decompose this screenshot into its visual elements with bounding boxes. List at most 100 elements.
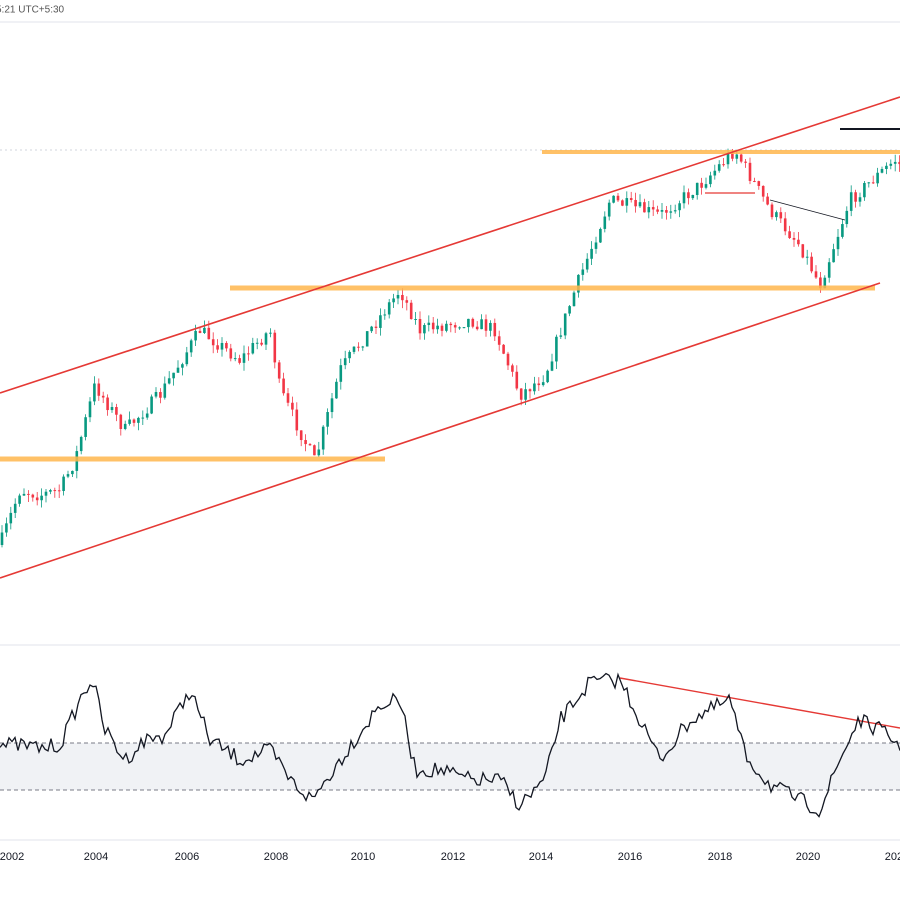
candle-body: [581, 269, 585, 275]
candle-body: [550, 361, 554, 371]
candle-body: [678, 203, 681, 211]
candle-body: [634, 199, 637, 207]
x-tick-label: 2022: [885, 851, 900, 863]
rsi-band: [0, 743, 900, 790]
candle-body: [53, 490, 57, 492]
candle-body: [396, 294, 400, 299]
candle-body: [216, 345, 219, 350]
candle-body: [832, 249, 835, 263]
channel-lower: [0, 282, 881, 579]
candle-body: [176, 367, 180, 373]
candle-body: [291, 402, 294, 410]
candle-body: [365, 331, 369, 347]
candle-body: [726, 153, 730, 165]
candle-body: [541, 382, 545, 386]
candle-body: [753, 180, 756, 182]
candle-body: [827, 262, 831, 278]
candle-body: [233, 358, 237, 360]
candle-body: [656, 209, 659, 212]
candle-body: [449, 323, 453, 326]
candle-body: [225, 342, 228, 349]
candle-body: [599, 228, 602, 243]
candle-body: [665, 210, 668, 213]
candle-body: [238, 358, 241, 363]
candle-body: [722, 164, 725, 166]
timestamp: 5:21 UTC+5:30: [0, 5, 65, 16]
candle-body: [819, 277, 822, 289]
candle-body: [330, 398, 334, 413]
candle-body: [524, 389, 527, 400]
rsi-line: [0, 672, 900, 818]
candle-body: [321, 426, 325, 450]
candle-body: [898, 161, 900, 165]
candle-body: [568, 306, 571, 314]
candle-body: [805, 256, 809, 258]
candle-body: [682, 192, 686, 204]
candle-body: [511, 365, 514, 372]
candle-body: [110, 407, 114, 411]
candle-body: [854, 192, 857, 202]
candle-body: [203, 327, 206, 333]
candle-body: [757, 181, 761, 186]
candle-body: [735, 154, 739, 159]
candle-body: [797, 239, 800, 245]
candle-body: [401, 294, 404, 301]
candle-body: [502, 344, 505, 354]
candle-body: [858, 197, 862, 202]
candle-body: [242, 353, 246, 363]
candle-body: [453, 325, 457, 328]
candle-body: [775, 212, 778, 218]
candle-body: [145, 413, 149, 418]
candle-body: [269, 332, 272, 334]
candle-body: [506, 353, 510, 366]
rsi-trend-line: [619, 677, 900, 729]
candle-body: [132, 419, 136, 423]
candle-body: [159, 392, 162, 398]
candle-body: [836, 236, 840, 250]
x-tick-label: 2014: [529, 851, 553, 863]
candle-body: [9, 512, 13, 524]
candle-body: [62, 476, 65, 492]
candle-body: [849, 192, 853, 211]
candle-body: [387, 302, 391, 315]
candle-body: [889, 163, 893, 166]
candle-body: [577, 274, 580, 293]
x-tick-label: 2010: [351, 851, 375, 863]
candle-body: [282, 378, 285, 394]
candle-body: [194, 330, 197, 341]
candle-body: [893, 161, 897, 164]
candle-body: [308, 444, 312, 446]
candle-body: [255, 342, 259, 344]
candle-body: [709, 175, 712, 185]
candle-body: [154, 392, 158, 397]
candle-body: [66, 474, 70, 477]
candle-body: [669, 211, 673, 213]
candle-body: [660, 210, 664, 212]
candle-body: [638, 202, 642, 207]
candle-body: [79, 436, 83, 452]
candle-body: [40, 495, 43, 501]
candle-body: [713, 170, 717, 176]
candle-body: [167, 378, 171, 384]
candle-body: [445, 323, 448, 331]
candle-body: [823, 277, 827, 289]
candle-body: [207, 327, 211, 340]
candle-body: [515, 371, 519, 389]
candle-body: [313, 445, 316, 456]
candle-body: [392, 298, 395, 303]
candle-body: [286, 393, 290, 403]
candle-body: [841, 224, 844, 237]
candle-body: [13, 503, 17, 513]
candle-body: [440, 325, 444, 331]
candle-body: [198, 330, 202, 333]
trend-line: [769, 199, 846, 221]
candle-body: [621, 200, 624, 206]
candle-body: [766, 196, 769, 205]
candle-body: [651, 207, 655, 210]
candle-body: [348, 351, 351, 359]
candle-body: [27, 493, 30, 495]
candle-body: [603, 216, 607, 229]
candle-body: [863, 182, 866, 198]
